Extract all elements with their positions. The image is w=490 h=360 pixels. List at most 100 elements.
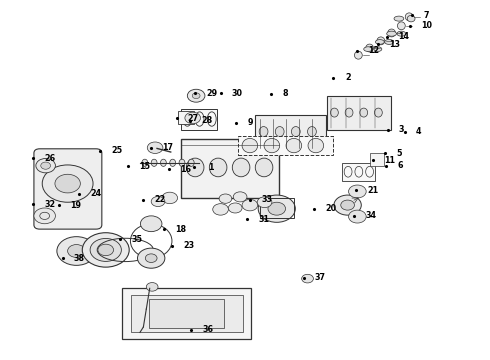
Circle shape bbox=[34, 208, 55, 224]
Bar bbox=[181, 139, 279, 198]
Circle shape bbox=[192, 93, 200, 99]
Circle shape bbox=[302, 274, 314, 283]
Circle shape bbox=[146, 254, 157, 262]
Circle shape bbox=[57, 237, 96, 265]
Text: 22: 22 bbox=[155, 195, 166, 204]
Bar bbox=[342, 163, 375, 181]
Ellipse shape bbox=[387, 31, 396, 36]
Ellipse shape bbox=[366, 44, 373, 52]
Text: 6: 6 bbox=[398, 161, 403, 170]
Text: 9: 9 bbox=[247, 118, 253, 127]
Text: 28: 28 bbox=[201, 116, 212, 125]
Ellipse shape bbox=[397, 22, 405, 30]
Ellipse shape bbox=[308, 138, 324, 153]
Text: 12: 12 bbox=[368, 46, 380, 55]
Text: 33: 33 bbox=[261, 195, 272, 204]
Ellipse shape bbox=[179, 159, 185, 166]
Text: 8: 8 bbox=[283, 89, 288, 98]
Text: 11: 11 bbox=[384, 156, 395, 165]
Text: 15: 15 bbox=[139, 162, 150, 171]
Ellipse shape bbox=[259, 127, 268, 136]
Circle shape bbox=[348, 210, 366, 223]
Circle shape bbox=[257, 197, 272, 208]
Ellipse shape bbox=[255, 158, 273, 177]
Ellipse shape bbox=[374, 108, 382, 117]
Circle shape bbox=[334, 195, 361, 215]
Circle shape bbox=[36, 158, 55, 173]
Ellipse shape bbox=[354, 51, 362, 59]
Ellipse shape bbox=[405, 13, 413, 21]
Text: 2: 2 bbox=[345, 73, 351, 82]
Circle shape bbox=[42, 165, 93, 202]
Ellipse shape bbox=[385, 40, 393, 44]
Text: 35: 35 bbox=[131, 235, 142, 244]
Ellipse shape bbox=[160, 159, 166, 166]
Circle shape bbox=[348, 185, 366, 198]
Bar bbox=[180, 109, 217, 130]
Bar bbox=[149, 299, 224, 328]
Ellipse shape bbox=[308, 127, 317, 136]
Circle shape bbox=[90, 238, 122, 261]
Circle shape bbox=[213, 204, 228, 215]
Bar bbox=[122, 288, 251, 338]
Ellipse shape bbox=[170, 159, 175, 166]
Text: 18: 18 bbox=[175, 225, 186, 234]
Ellipse shape bbox=[364, 47, 372, 51]
Ellipse shape bbox=[374, 47, 382, 51]
Ellipse shape bbox=[275, 127, 284, 136]
Ellipse shape bbox=[388, 29, 395, 37]
Text: 20: 20 bbox=[326, 204, 337, 213]
Ellipse shape bbox=[407, 15, 415, 22]
Ellipse shape bbox=[142, 159, 148, 166]
Text: 32: 32 bbox=[45, 200, 56, 209]
Circle shape bbox=[258, 195, 295, 222]
Text: 1: 1 bbox=[208, 163, 214, 172]
Text: 38: 38 bbox=[74, 254, 85, 263]
Text: 13: 13 bbox=[389, 40, 400, 49]
Ellipse shape bbox=[375, 40, 384, 44]
Text: 36: 36 bbox=[202, 325, 214, 334]
Text: 19: 19 bbox=[71, 201, 81, 210]
Text: 29: 29 bbox=[206, 89, 217, 98]
Bar bbox=[369, 153, 384, 166]
Bar bbox=[178, 111, 194, 125]
Text: 4: 4 bbox=[416, 127, 421, 136]
Circle shape bbox=[98, 244, 114, 256]
Text: 5: 5 bbox=[396, 149, 402, 158]
Ellipse shape bbox=[151, 159, 157, 166]
Bar bbox=[327, 96, 391, 130]
Circle shape bbox=[162, 192, 177, 204]
Text: 34: 34 bbox=[366, 211, 377, 220]
Circle shape bbox=[268, 202, 286, 215]
Ellipse shape bbox=[209, 158, 227, 177]
Ellipse shape bbox=[188, 159, 194, 166]
Ellipse shape bbox=[377, 37, 385, 45]
Text: 31: 31 bbox=[258, 215, 269, 224]
Circle shape bbox=[82, 233, 129, 267]
Ellipse shape bbox=[345, 108, 353, 117]
Circle shape bbox=[233, 192, 247, 202]
Text: 17: 17 bbox=[162, 143, 173, 152]
Ellipse shape bbox=[232, 158, 250, 177]
Circle shape bbox=[219, 194, 232, 203]
Circle shape bbox=[151, 197, 165, 207]
Circle shape bbox=[68, 244, 85, 257]
Text: 14: 14 bbox=[398, 32, 409, 41]
Circle shape bbox=[55, 174, 80, 193]
Ellipse shape bbox=[292, 127, 300, 136]
Text: 24: 24 bbox=[90, 189, 101, 198]
Ellipse shape bbox=[331, 108, 338, 117]
Bar bbox=[260, 198, 294, 218]
Ellipse shape bbox=[186, 158, 204, 177]
Text: 27: 27 bbox=[188, 114, 199, 123]
Circle shape bbox=[41, 162, 50, 169]
Circle shape bbox=[242, 199, 258, 211]
Ellipse shape bbox=[242, 138, 258, 153]
Circle shape bbox=[228, 203, 242, 213]
Bar bbox=[131, 295, 243, 332]
Circle shape bbox=[138, 248, 165, 268]
Circle shape bbox=[40, 212, 49, 220]
Circle shape bbox=[141, 216, 162, 231]
Text: 21: 21 bbox=[367, 185, 378, 194]
Text: 16: 16 bbox=[180, 165, 191, 174]
